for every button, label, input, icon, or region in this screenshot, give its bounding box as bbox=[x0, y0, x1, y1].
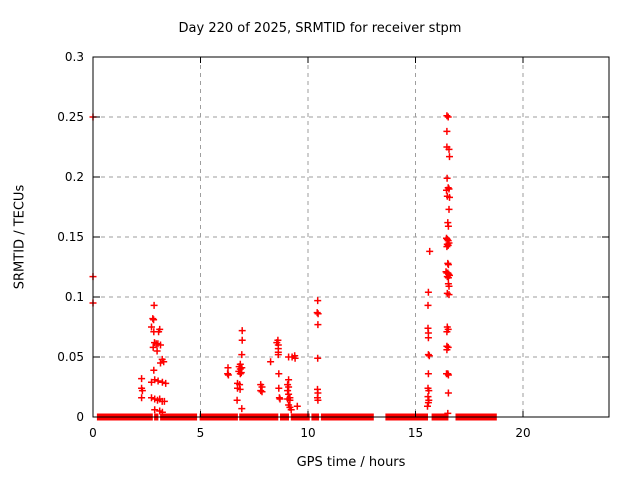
x-tick-label: 10 bbox=[300, 426, 315, 440]
y-tick-label: 0.05 bbox=[57, 350, 84, 364]
x-tick-label: 15 bbox=[408, 426, 423, 440]
grid-lines bbox=[93, 57, 609, 417]
y-tick-label: 0 bbox=[76, 410, 84, 424]
tick-marks bbox=[92, 56, 609, 418]
chart-title: Day 220 of 2025, SRMTID for receiver stp… bbox=[178, 21, 462, 36]
x-axis-label: GPS time / hours bbox=[296, 455, 406, 470]
scatter-points bbox=[89, 112, 453, 417]
y-tick-label: 0.15 bbox=[57, 230, 84, 244]
y-tick-label: 0.1 bbox=[65, 290, 84, 304]
x-tick-label: 20 bbox=[515, 426, 530, 440]
y-tick-label: 0.25 bbox=[57, 110, 84, 124]
x-tick-label: 0 bbox=[89, 426, 97, 440]
x-tick-label: 5 bbox=[197, 426, 205, 440]
y-tick-label: 0.3 bbox=[65, 50, 84, 64]
y-axis-label: SRMTID / TECUs bbox=[12, 184, 28, 290]
y-tick-label: 0.2 bbox=[65, 170, 84, 184]
